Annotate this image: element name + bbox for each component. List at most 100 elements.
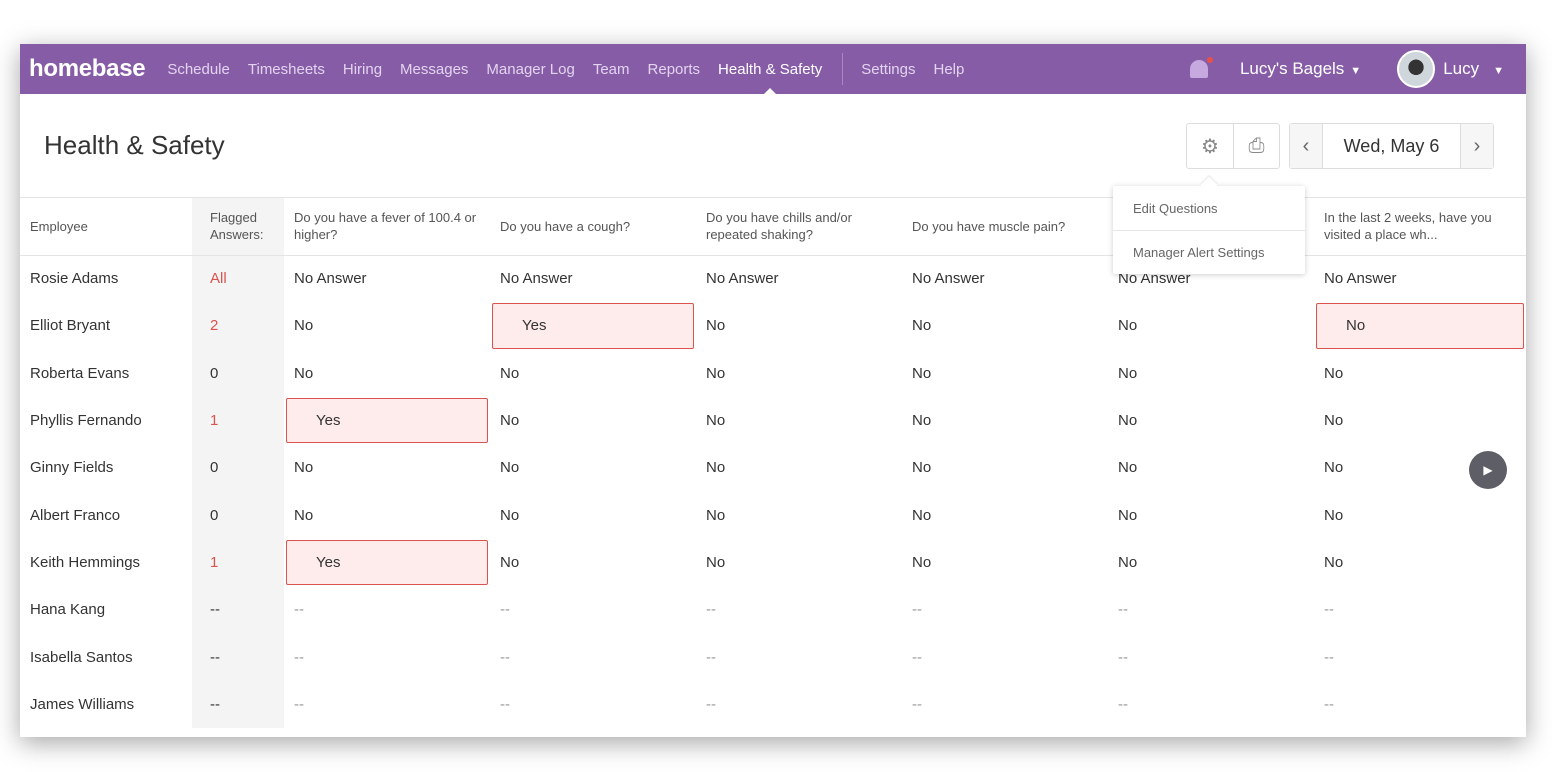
answer-cell: No	[1118, 364, 1138, 382]
answer-cell: No	[1324, 553, 1344, 571]
table-row: James Williams -- -- -- -- -- -- --	[20, 680, 1526, 728]
page-header: Health & Safety ⚙ ⎙ ‹ Wed, May 6 ›	[20, 94, 1526, 198]
table-row: Isabella Santos -- -- -- -- -- -- --	[20, 633, 1526, 681]
employee-name[interactable]: Roberta Evans	[30, 364, 130, 382]
table-row: Elliot Bryant 2 No Yes No No No No	[20, 302, 1526, 350]
answer-cell: --	[1118, 648, 1128, 666]
answer-cell: No	[1118, 553, 1138, 571]
top-nav: homebase Schedule Timesheets Hiring Mess…	[20, 44, 1526, 95]
answer-cell: --	[912, 695, 922, 713]
nav-team[interactable]: Team	[592, 60, 630, 78]
page-title: Health & Safety	[44, 130, 225, 160]
answer-cell: No	[294, 364, 314, 382]
employee-name[interactable]: Keith Hemmings	[30, 553, 141, 571]
flagged-answer-cell: No	[1314, 302, 1526, 349]
chevron-down-icon: ▼	[1350, 65, 1362, 77]
column-header: Employee	[20, 198, 192, 256]
menu-item-edit-questions[interactable]: Edit Questions	[1133, 200, 1218, 216]
flagged-count: 0	[192, 349, 284, 397]
answer-cell: --	[500, 601, 510, 619]
flagged-count: --	[192, 586, 284, 634]
answer-cell: No	[500, 506, 520, 524]
logo[interactable]: homebase	[29, 55, 146, 82]
answer-cell: --	[1324, 695, 1334, 713]
chevron-right-icon[interactable]: ›	[1461, 124, 1493, 168]
answer-cell: No	[500, 364, 520, 382]
nav-manager-log[interactable]: Manager Log	[486, 60, 575, 78]
employee-name[interactable]: Isabella Santos	[30, 648, 133, 666]
employee-name[interactable]: Elliot Bryant	[30, 317, 111, 335]
answer-cell: --	[912, 648, 922, 666]
answer-cell: No	[500, 553, 520, 571]
answer-cell: No	[706, 459, 726, 477]
flagged-count: 1	[192, 396, 284, 445]
table-row: Ginny Fields 0 No No No No No No	[20, 444, 1526, 492]
employee-name[interactable]: James Williams	[30, 695, 135, 713]
flagged-count: 0	[192, 491, 284, 539]
answer-cell: No Answer	[294, 270, 367, 288]
table-row: Roberta Evans 0 No No No No No No	[20, 349, 1526, 397]
scroll-right-button[interactable]: ▶	[1469, 451, 1507, 489]
gear-icon[interactable]: ⚙	[1201, 135, 1219, 158]
bell-icon[interactable]	[1188, 57, 1213, 81]
nav-timesheets[interactable]: Timesheets	[247, 60, 325, 78]
answer-cell: --	[1118, 695, 1128, 713]
chevron-down-icon: ▼	[1493, 65, 1504, 77]
table-row: Hana Kang -- -- -- -- -- -- --	[20, 586, 1526, 634]
chevron-left-icon[interactable]: ‹	[1290, 124, 1322, 168]
flagged-count: --	[192, 680, 284, 728]
answer-cell: No	[912, 412, 932, 430]
answer-cell: --	[706, 695, 716, 713]
nav-health-safety[interactable]: Health & Safety	[718, 60, 823, 95]
nav-reports[interactable]: Reports	[647, 60, 701, 78]
answer-cell: --	[500, 648, 510, 666]
nav-settings[interactable]: Settings	[861, 60, 916, 78]
nav-schedule[interactable]: Schedule	[167, 60, 230, 78]
current-date[interactable]: Wed, May 6	[1322, 124, 1461, 168]
print-icon[interactable]: ⎙	[1233, 124, 1279, 168]
answer-cell: --	[294, 695, 304, 713]
avatar[interactable]	[1397, 50, 1436, 88]
menu-item-manager-alert-settings[interactable]: Manager Alert Settings	[1113, 230, 1305, 274]
employee-name[interactable]: Phyllis Fernando	[30, 412, 142, 430]
answer-cell: No	[1118, 506, 1138, 524]
location-name: Lucy's Bagels	[1239, 59, 1345, 78]
answer-cell: No	[294, 459, 314, 477]
flagged-count: 1	[192, 538, 284, 587]
answer-cell: No Answer	[1118, 270, 1191, 288]
column-header: Do you have muscle pain?	[902, 198, 1108, 256]
user-dropdown[interactable]: Lucy ▼	[1443, 59, 1504, 79]
answer-cell: No Answer	[1324, 270, 1397, 288]
employee-name[interactable]: Hana Kang	[30, 601, 106, 619]
settings-dropdown-menu: Edit Questions Manager Alert Settings	[1113, 186, 1305, 274]
flagged-count: 0	[192, 444, 284, 492]
location-dropdown[interactable]: Lucy's Bagels ▼	[1240, 59, 1361, 79]
answer-cell: --	[1324, 601, 1334, 619]
answer-cell: No	[706, 506, 726, 524]
employee-name[interactable]: Rosie Adams	[30, 270, 119, 288]
flagged-count: 2	[192, 302, 284, 350]
answer-cell: No	[1324, 364, 1344, 382]
toolbar: ⚙ ⎙	[1186, 123, 1280, 169]
answer-cell: --	[294, 601, 304, 619]
answer-cell: No	[706, 412, 726, 430]
answer-cell: --	[706, 648, 716, 666]
column-header: In the last 2 weeks, have you visited a …	[1314, 198, 1526, 256]
nav-hiring[interactable]: Hiring	[342, 60, 383, 78]
user-name: Lucy	[1443, 59, 1480, 78]
app-window: homebase Schedule Timesheets Hiring Mess…	[20, 44, 1526, 737]
answer-cell: No	[912, 364, 932, 382]
answer-cell: No	[1118, 317, 1138, 335]
nav-help[interactable]: Help	[933, 60, 965, 78]
flagged-count: --	[192, 633, 284, 681]
employee-name[interactable]: Albert Franco	[30, 506, 121, 524]
flagged-answer-cell: Yes	[284, 539, 490, 586]
employee-name[interactable]: Ginny Fields	[30, 459, 114, 477]
table-row: Phyllis Fernando 1 Yes No No No No No	[20, 396, 1526, 445]
nav-messages[interactable]: Messages	[400, 60, 469, 78]
answer-cell: No	[294, 506, 314, 524]
column-header: Do you have a cough?	[490, 198, 696, 256]
answer-cell: No	[1324, 412, 1344, 430]
answer-cell: No	[1118, 459, 1138, 477]
answer-cell: --	[1118, 601, 1128, 619]
